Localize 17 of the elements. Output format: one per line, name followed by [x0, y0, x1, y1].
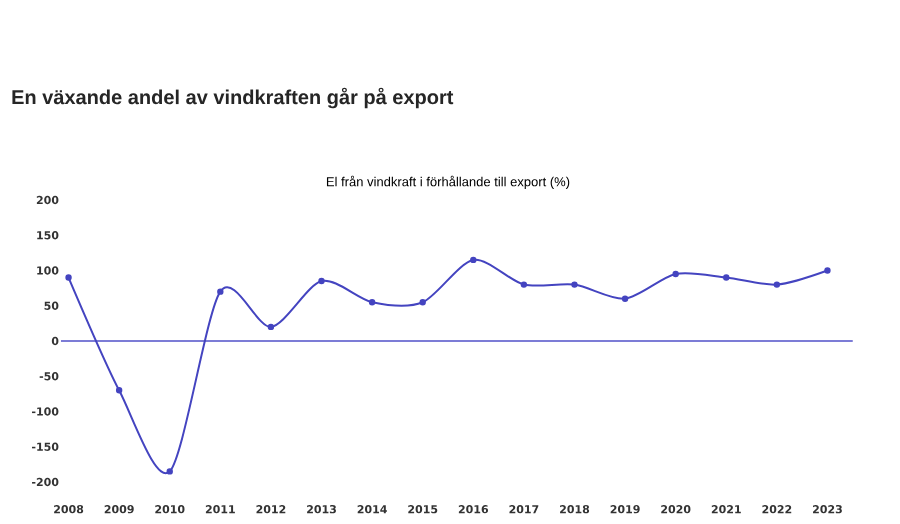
point: [571, 281, 578, 288]
chart-title: En växande andel av vindkraften går på export: [12, 87, 454, 109]
point: [470, 256, 477, 264]
point: [621, 295, 629, 302]
point: [419, 299, 426, 306]
point: [368, 299, 376, 306]
point: [166, 468, 173, 475]
point: [217, 288, 224, 295]
point: [672, 270, 679, 278]
point: [115, 387, 123, 394]
point: [65, 274, 72, 281]
point: [723, 274, 730, 281]
point: [267, 323, 275, 331]
point: [824, 267, 831, 274]
point: [773, 281, 781, 288]
point: [520, 281, 528, 288]
point: [318, 277, 325, 285]
